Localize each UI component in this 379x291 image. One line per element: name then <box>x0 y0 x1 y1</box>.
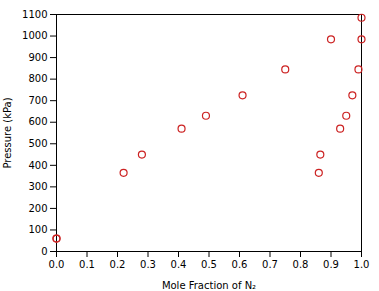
svg-text:700: 700 <box>28 95 47 106</box>
svg-text:1000: 1000 <box>22 30 47 41</box>
svg-text:0.8: 0.8 <box>293 259 309 270</box>
svg-text:900: 900 <box>28 52 47 63</box>
svg-text:0.9: 0.9 <box>323 259 339 270</box>
svg-text:200: 200 <box>28 203 47 214</box>
svg-text:0.3: 0.3 <box>140 259 156 270</box>
svg-text:0: 0 <box>41 246 47 257</box>
svg-text:1.0: 1.0 <box>354 259 370 270</box>
svg-text:0.4: 0.4 <box>171 259 187 270</box>
svg-text:500: 500 <box>28 138 47 149</box>
svg-text:Mole Fraction of N₂: Mole Fraction of N₂ <box>162 280 256 291</box>
svg-text:800: 800 <box>28 73 47 84</box>
svg-text:Pressure (kPa): Pressure (kPa) <box>2 97 13 168</box>
svg-text:1100: 1100 <box>22 9 47 20</box>
svg-text:0.0: 0.0 <box>49 259 65 270</box>
svg-text:0.7: 0.7 <box>262 259 278 270</box>
svg-text:0.6: 0.6 <box>232 259 248 270</box>
svg-text:100: 100 <box>28 224 47 235</box>
svg-text:600: 600 <box>28 116 47 127</box>
svg-text:400: 400 <box>28 160 47 171</box>
svg-text:300: 300 <box>28 181 47 192</box>
svg-text:0.5: 0.5 <box>201 259 217 270</box>
svg-text:0.1: 0.1 <box>79 259 95 270</box>
svg-text:0.2: 0.2 <box>110 259 126 270</box>
